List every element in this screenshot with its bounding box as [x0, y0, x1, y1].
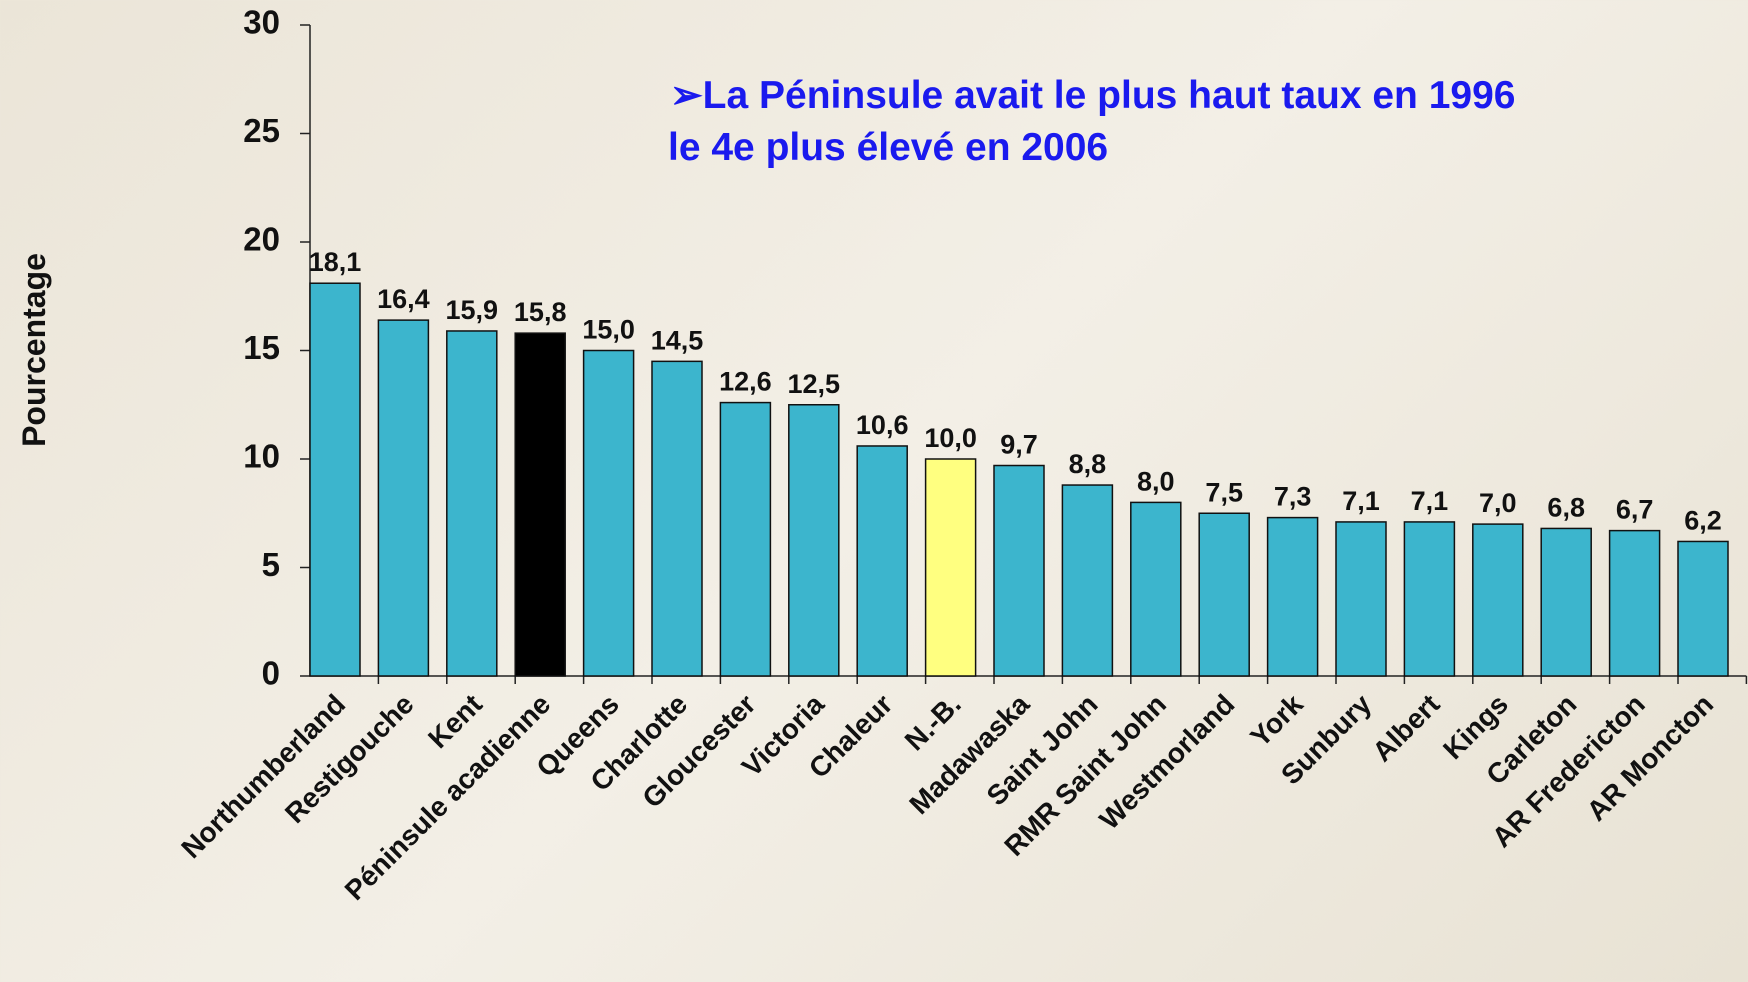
- value-label: 6,8: [1547, 492, 1585, 522]
- value-label: 7,5: [1205, 477, 1243, 507]
- bar: [377, 319, 430, 677]
- y-tick-label: 15: [243, 329, 280, 366]
- value-label: 7,3: [1274, 482, 1312, 512]
- y-tick-label: 10: [243, 438, 280, 475]
- bar: [1061, 484, 1114, 677]
- bar: [1130, 501, 1182, 677]
- x-tick-label: Albert: [1367, 688, 1446, 767]
- bar: [1266, 516, 1319, 677]
- bar: [309, 282, 361, 677]
- bar: [788, 404, 840, 677]
- y-tick-label: 20: [243, 221, 280, 258]
- bar: [1472, 523, 1524, 677]
- bar: [1198, 512, 1250, 677]
- bar: [1335, 521, 1387, 677]
- y-tick-label: 30: [243, 4, 280, 41]
- value-label: 6,7: [1616, 495, 1654, 525]
- value-label: 9,7: [1000, 430, 1038, 460]
- value-label: 8,0: [1137, 466, 1175, 496]
- bar: [446, 330, 498, 677]
- value-label: 16,4: [377, 284, 430, 314]
- y-tick-label: 5: [262, 546, 280, 583]
- y-tick-label: 0: [262, 655, 280, 692]
- value-label: 7,0: [1479, 488, 1517, 518]
- bar: [1608, 529, 1661, 677]
- y-tick-label: 25: [243, 112, 280, 149]
- bar: [993, 464, 1045, 677]
- value-label: 12,5: [788, 369, 841, 399]
- bar: [582, 349, 635, 677]
- y-axis-title: Pourcentage: [16, 253, 52, 447]
- bar: [1677, 540, 1729, 677]
- value-label: 10,6: [856, 410, 909, 440]
- bar: [1540, 527, 1592, 677]
- bar: [651, 360, 703, 677]
- annotation: le 4e plus élevé en 2006: [668, 126, 1108, 169]
- bar: [719, 401, 772, 677]
- value-label: 12,6: [719, 367, 772, 397]
- bar: [856, 445, 908, 677]
- annotation: ➢La Péninsule avait le plus haut taux en…: [670, 74, 1515, 117]
- value-label: 14,5: [651, 325, 704, 355]
- bar: [514, 332, 566, 677]
- value-label: 10,0: [924, 423, 977, 453]
- bar: [924, 458, 977, 677]
- value-label: 7,1: [1411, 486, 1449, 516]
- value-label: 8,8: [1069, 449, 1107, 479]
- bar: [1403, 521, 1456, 677]
- value-label: 6,2: [1684, 505, 1722, 535]
- value-label: 15,0: [582, 315, 635, 345]
- value-label: 18,1: [309, 247, 362, 277]
- value-label: 15,8: [514, 297, 567, 327]
- value-label: 15,9: [446, 295, 499, 325]
- value-label: 7,1: [1342, 486, 1380, 516]
